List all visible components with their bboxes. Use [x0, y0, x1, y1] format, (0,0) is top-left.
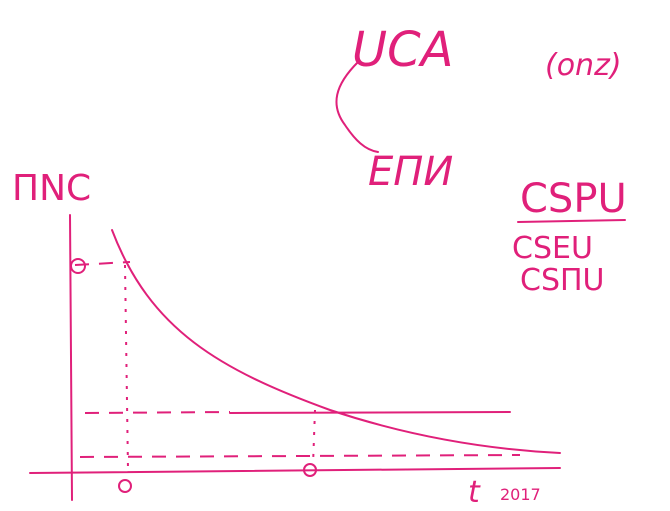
marker [70, 258, 86, 274]
guide [312, 409, 316, 466]
x-axis [29, 467, 561, 474]
underline [517, 219, 626, 223]
y-axis [69, 214, 73, 501]
guide [124, 264, 129, 471]
x-axis-label: t [468, 475, 481, 510]
guide [79, 454, 521, 458]
level-line [229, 411, 511, 414]
list-title: CSPU [520, 176, 627, 222]
y-axis-label: ПNC [12, 168, 91, 209]
top-note: (onz) [545, 48, 622, 83]
x-year: 2017 [500, 485, 541, 504]
list-item: CSПU [520, 263, 605, 298]
branch-line [335, 61, 379, 153]
list-item: CSEU [512, 231, 593, 266]
branch-word: ЕПИ [368, 149, 453, 195]
marker [303, 463, 317, 477]
top-word: UCA [352, 22, 453, 78]
decay-curve [111, 229, 561, 454]
guide [84, 411, 231, 414]
marker [118, 479, 132, 493]
